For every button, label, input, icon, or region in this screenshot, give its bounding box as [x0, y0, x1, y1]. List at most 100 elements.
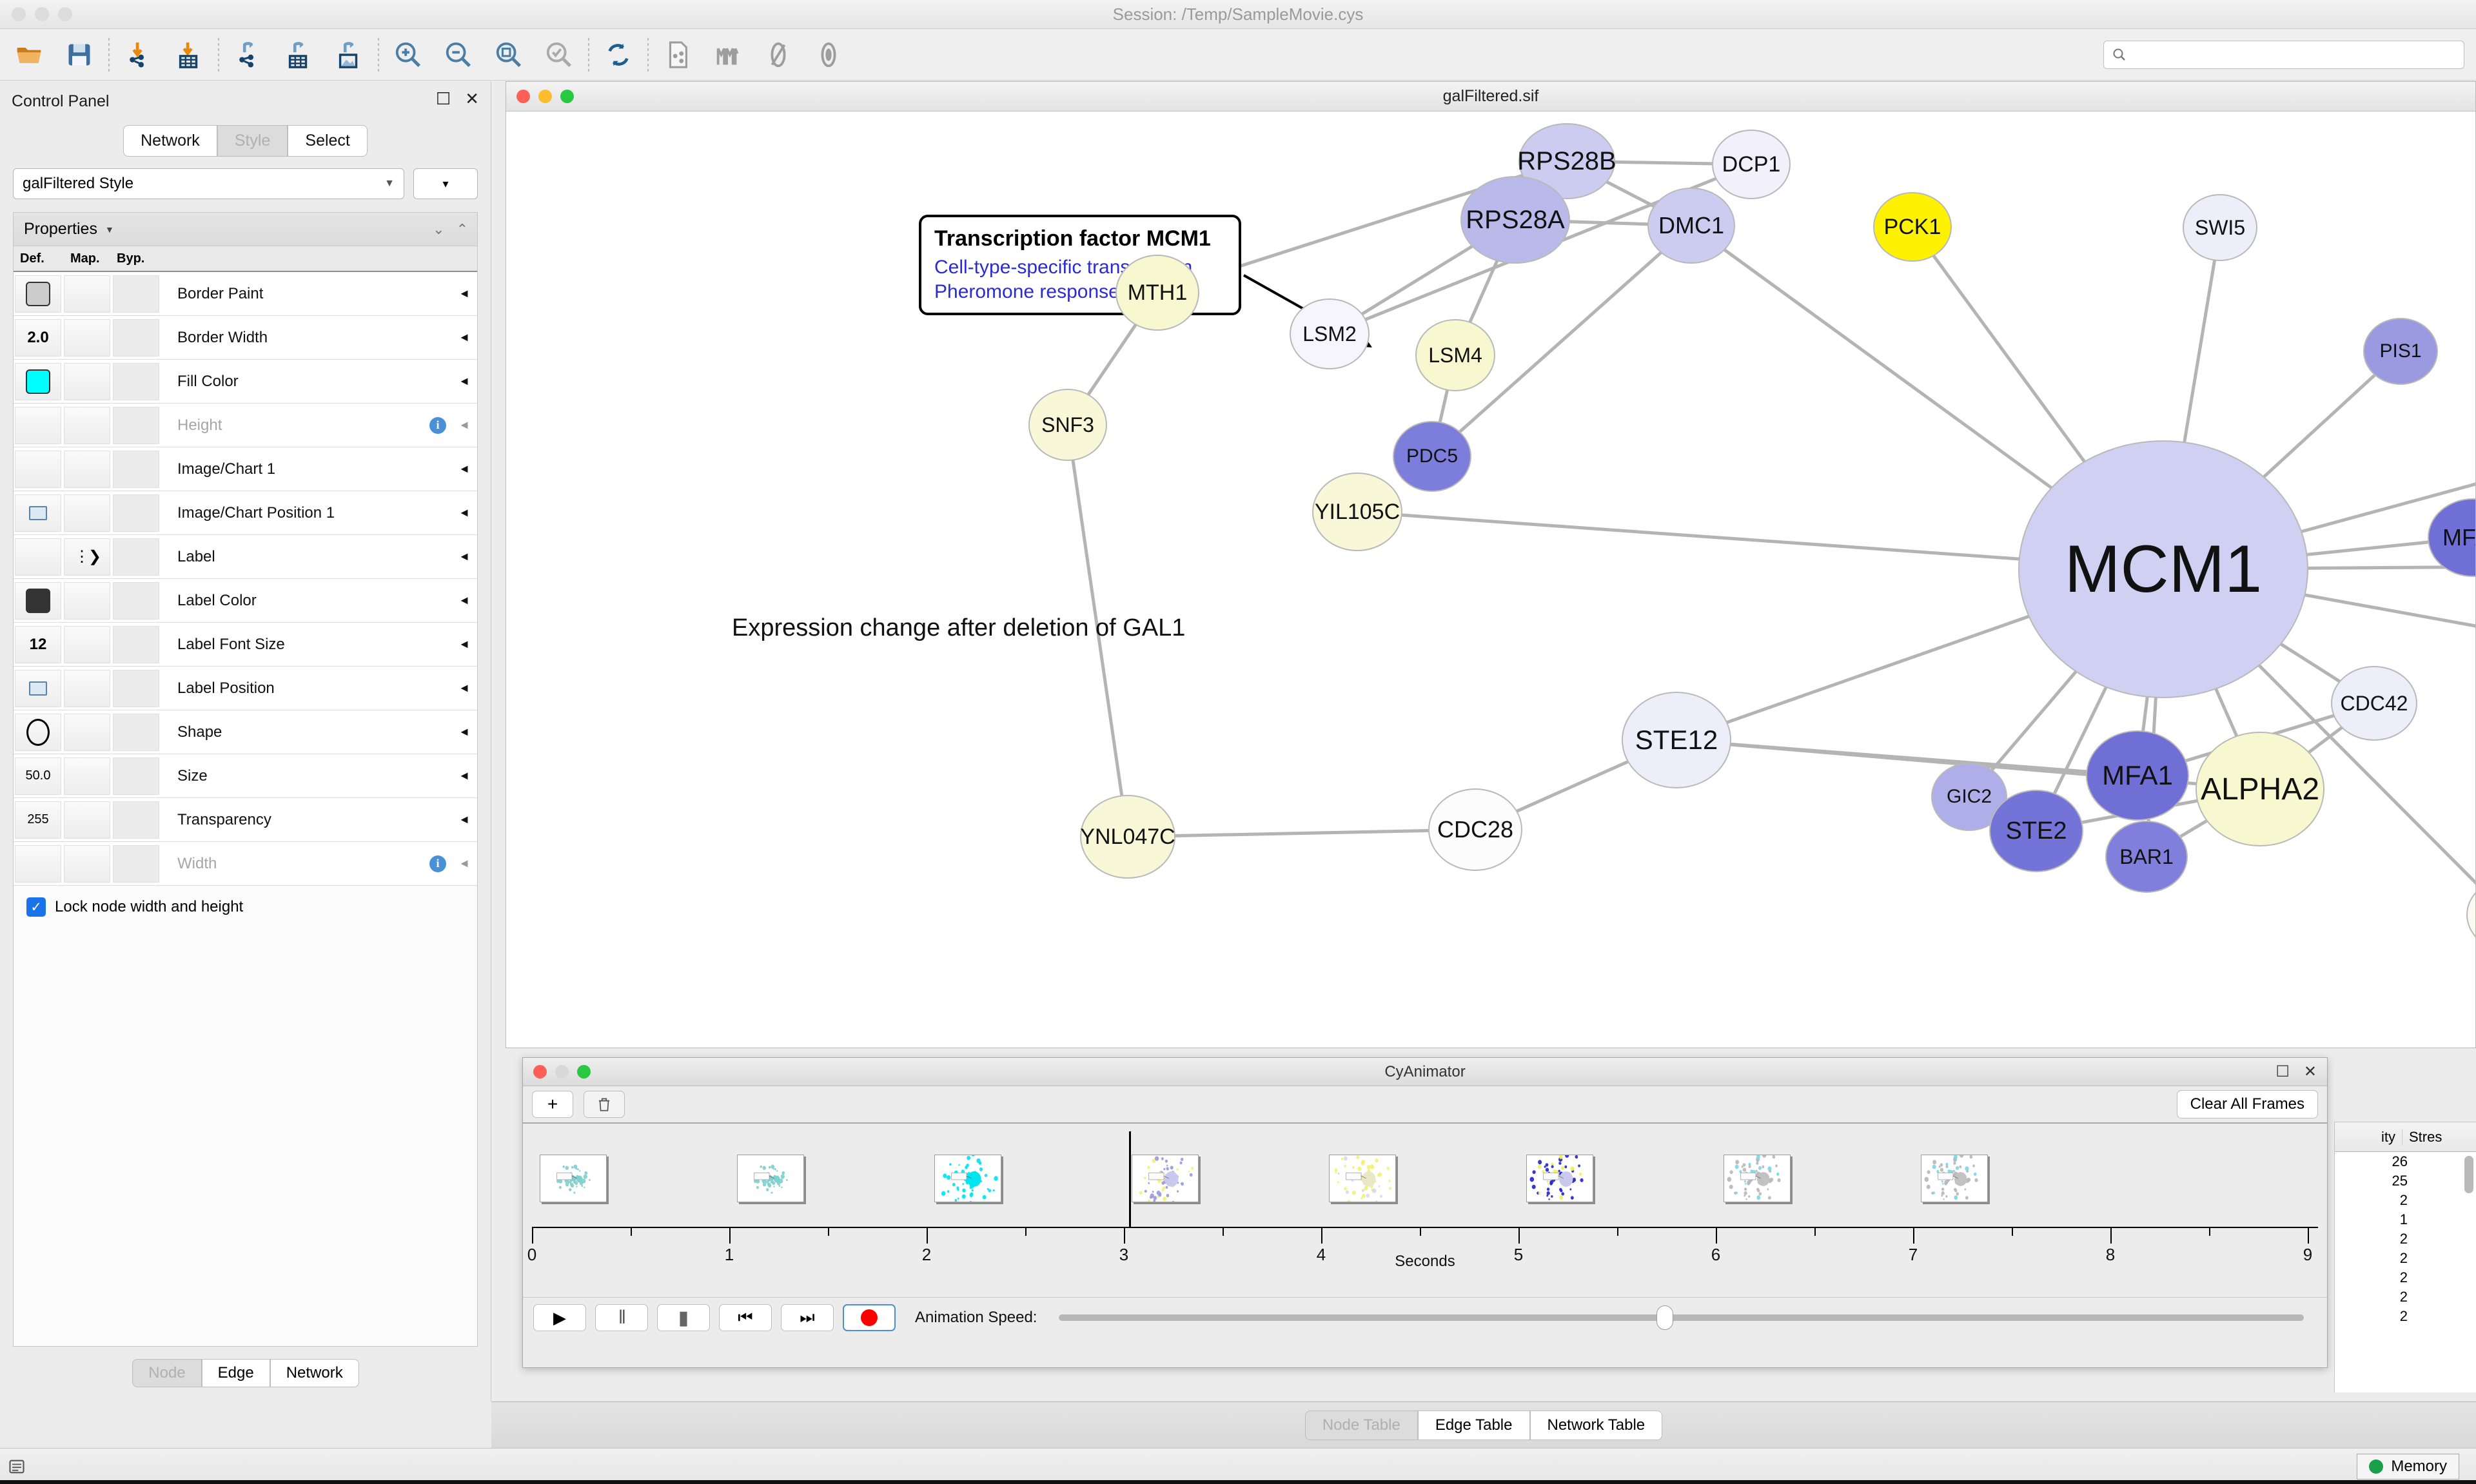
property-default-cell[interactable] — [15, 406, 61, 444]
import-network-icon[interactable] — [113, 32, 164, 77]
property-expand-arrow[interactable]: ◄ — [458, 769, 470, 782]
table-row[interactable]: 25 — [2335, 1171, 2476, 1191]
tab-node[interactable]: Node — [132, 1359, 202, 1387]
property-row[interactable]: Height i ◄ — [14, 404, 477, 447]
property-bypass-cell[interactable] — [113, 581, 159, 620]
hide-selected-icon[interactable] — [753, 32, 803, 77]
property-row[interactable]: Shape ◄ — [14, 710, 477, 754]
tab-network[interactable]: Network — [123, 125, 217, 157]
table-row[interactable]: 26 — [2335, 1152, 2476, 1171]
timeline-frame[interactable] — [934, 1155, 1001, 1202]
next-button[interactable]: ⏭ — [781, 1304, 834, 1331]
timeline-frame[interactable] — [1724, 1155, 1791, 1202]
property-bypass-cell[interactable] — [113, 406, 159, 444]
property-mapping-cell[interactable] — [64, 318, 110, 356]
network-node[interactable]: DMC1 — [1647, 188, 1735, 264]
property-row[interactable]: 12 Label Font Size ◄ — [14, 623, 477, 667]
timeline-frame[interactable] — [1526, 1155, 1593, 1202]
property-default-cell[interactable] — [15, 538, 61, 576]
float-panel-icon[interactable]: ☐ — [435, 89, 451, 108]
collapse-all-icon[interactable]: ⌃ — [456, 220, 468, 237]
property-mapping-cell[interactable] — [64, 275, 110, 313]
network-node[interactable]: YNL047C — [1080, 795, 1175, 879]
property-expand-arrow[interactable]: ◄ — [458, 813, 470, 826]
property-default-cell[interactable] — [15, 713, 61, 751]
property-expand-arrow[interactable]: ◄ — [458, 375, 470, 387]
property-mapping-cell[interactable]: ⋮❯ — [64, 538, 110, 576]
property-default-cell[interactable]: 12 — [15, 625, 61, 663]
maximize-dot[interactable] — [58, 7, 72, 21]
export-table-icon[interactable] — [273, 32, 324, 77]
network-canvas[interactable]: RPS28BDCP1RPS28ADMC1PCK1SWI5GAL80GAL11ST… — [506, 112, 2475, 1048]
table-row[interactable]: 2 — [2335, 1249, 2476, 1268]
property-row[interactable]: Image/Chart 1 ◄ — [14, 447, 477, 491]
property-bypass-cell[interactable] — [113, 845, 159, 883]
export-image-icon[interactable] — [324, 32, 374, 77]
network-node[interactable]: YIL105C — [1312, 473, 1402, 551]
cyanimator-window-controls[interactable] — [533, 1065, 591, 1079]
property-row[interactable]: Fill Color ◄ — [14, 360, 477, 404]
timeline-frame[interactable] — [1132, 1155, 1199, 1202]
property-mapping-cell[interactable] — [64, 406, 110, 444]
window-controls[interactable] — [12, 7, 72, 21]
info-icon[interactable]: i — [429, 416, 446, 434]
property-default-cell[interactable]: 255 — [15, 801, 61, 839]
property-expand-arrow[interactable]: ◄ — [458, 462, 470, 475]
timeline-frame[interactable] — [737, 1155, 804, 1202]
property-default-cell[interactable] — [15, 669, 61, 707]
maximize-dot[interactable] — [577, 1065, 591, 1079]
property-expand-arrow[interactable]: ◄ — [458, 681, 470, 694]
property-mapping-cell[interactable] — [64, 625, 110, 663]
network-node[interactable]: ALPHA2 — [2196, 732, 2324, 846]
network-node[interactable]: LSM4 — [1415, 319, 1495, 391]
close-icon[interactable]: ✕ — [2303, 1063, 2317, 1080]
zoom-fit-icon[interactable] — [484, 32, 534, 77]
add-frame-button[interactable]: + — [532, 1091, 573, 1118]
network-node[interactable]: RPS28A — [1460, 176, 1570, 264]
property-row[interactable]: Label Color ◄ — [14, 579, 477, 623]
pause-button[interactable]: ‖ — [595, 1304, 648, 1331]
property-bypass-cell[interactable] — [113, 494, 159, 532]
show-all-icon[interactable] — [803, 32, 854, 77]
property-row[interactable]: 2.0 Border Width ◄ — [14, 316, 477, 360]
export-network-icon[interactable] — [223, 32, 273, 77]
network-node[interactable]: SNF3 — [1028, 389, 1107, 461]
table-row[interactable]: 2 — [2335, 1287, 2476, 1307]
data-table-scrollbar[interactable] — [2464, 1156, 2473, 1193]
property-bypass-cell[interactable] — [113, 362, 159, 400]
column-header-stress[interactable]: Stres — [2409, 1128, 2442, 1145]
color-swatch[interactable] — [26, 369, 50, 394]
property-default-cell[interactable] — [15, 845, 61, 883]
property-bypass-cell[interactable] — [113, 538, 159, 576]
delete-frame-button[interactable] — [584, 1091, 625, 1118]
property-bypass-cell[interactable] — [113, 450, 159, 488]
color-swatch[interactable] — [26, 281, 50, 306]
minimize-dot[interactable] — [538, 90, 552, 103]
info-icon[interactable]: i — [429, 855, 446, 872]
property-bypass-cell[interactable] — [113, 625, 159, 663]
table-row[interactable]: 1 — [2335, 1210, 2476, 1229]
previous-button[interactable]: ⏮ — [719, 1304, 772, 1331]
save-icon[interactable] — [54, 32, 104, 77]
property-expand-arrow[interactable]: ◄ — [458, 331, 470, 344]
property-expand-arrow[interactable]: ◄ — [458, 594, 470, 607]
zoom-selected-icon[interactable] — [534, 32, 584, 77]
property-row[interactable]: 255 Transparency ◄ — [14, 798, 477, 842]
network-node[interactable]: MTH1 — [1115, 255, 1199, 331]
network-node[interactable]: BAR1 — [2105, 821, 2188, 893]
column-header-betweenness[interactable]: ity — [2335, 1128, 2402, 1146]
color-swatch[interactable] — [26, 588, 50, 613]
network-node[interactable]: DCP1 — [1712, 130, 1791, 199]
property-mapping-cell[interactable] — [64, 713, 110, 751]
property-expand-arrow[interactable]: ◄ — [458, 418, 470, 431]
lock-node-size-checkbox[interactable]: ✓ — [26, 897, 46, 917]
table-row[interactable]: 2 — [2335, 1307, 2476, 1326]
property-expand-arrow[interactable]: ◄ — [458, 506, 470, 519]
close-dot[interactable] — [12, 7, 26, 21]
property-default-cell[interactable] — [15, 581, 61, 620]
property-expand-arrow[interactable]: ◄ — [458, 857, 470, 870]
property-row[interactable]: Width i ◄ — [14, 842, 477, 886]
property-bypass-cell[interactable] — [113, 275, 159, 313]
property-default-cell[interactable] — [15, 362, 61, 400]
network-node[interactable]: STE12 — [1622, 692, 1731, 788]
